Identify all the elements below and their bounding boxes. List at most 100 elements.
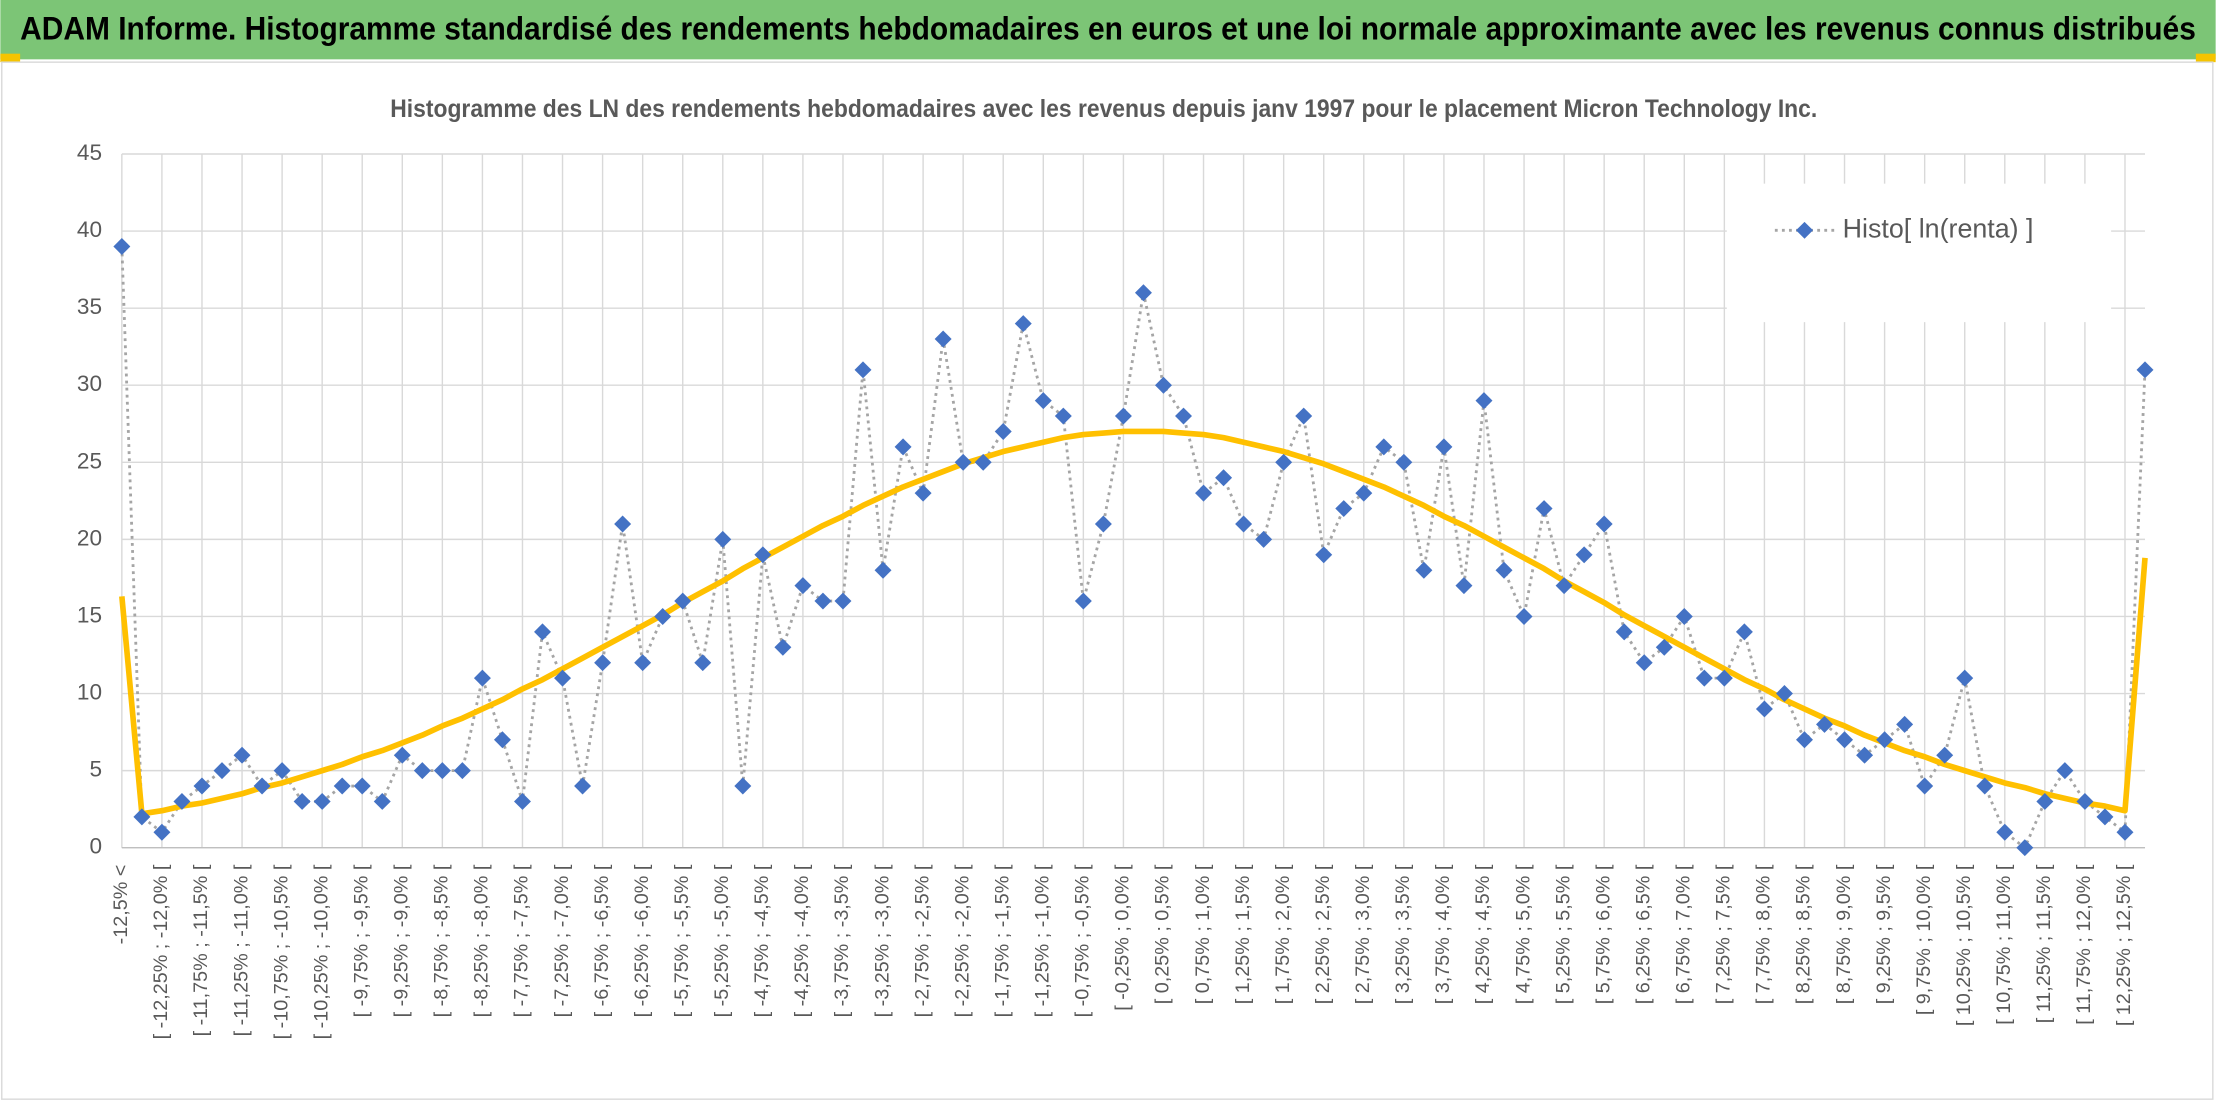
x-tick-label: [ 5,25% ; 5,5% [ xyxy=(1552,864,1574,1004)
data-point xyxy=(954,453,972,471)
x-tick-label: [ -3,25% ; -3,0% [ xyxy=(871,864,893,1017)
data-point xyxy=(1535,500,1553,518)
data-point xyxy=(694,654,712,672)
data-point xyxy=(1796,731,1813,749)
y-tick-label: 15 xyxy=(77,602,102,627)
x-tick-label: [ 2,75% ; 3,0% [ xyxy=(1352,864,1374,1004)
data-point xyxy=(1455,577,1473,595)
x-tick-label: [ -3,75% ; -3,5% [ xyxy=(831,864,853,1017)
data-point xyxy=(1335,500,1353,518)
data-point xyxy=(1555,577,1573,595)
data-point xyxy=(253,777,271,795)
data-point xyxy=(1375,438,1393,456)
x-tick-label: [ 12,25% ; 12,5% [ xyxy=(2113,864,2135,1026)
y-tick-label: 5 xyxy=(89,757,102,782)
data-point xyxy=(2116,823,2134,841)
x-tick-label: [ 0,25% ; 0,5% [ xyxy=(1152,864,1174,1004)
title-accent xyxy=(2195,53,2216,63)
x-tick-label: [ 2,25% ; 2,5% [ xyxy=(1312,864,1334,1004)
x-tick-label: [ -4,75% ; -4,5% [ xyxy=(751,864,773,1017)
legend: Histo[ ln(renta) ] xyxy=(1726,183,2112,323)
data-point xyxy=(1996,823,2014,841)
data-point xyxy=(353,777,371,795)
x-tick-label: [ -11,25% ; -11,0% [ xyxy=(230,864,252,1036)
data-point xyxy=(233,746,251,764)
x-tick-label: [ 1,75% ; 2,0% [ xyxy=(1272,864,1294,1004)
x-tick-label: [ -9,75% ; -9,5% [ xyxy=(350,864,372,1017)
data-point xyxy=(674,592,692,610)
y-tick-label: 45 xyxy=(77,140,102,165)
data-point xyxy=(1175,407,1192,425)
data-point xyxy=(1695,669,1713,687)
x-tick-label: [ 11,25% ; 11,5% [ xyxy=(2033,864,2055,1023)
data-point xyxy=(1635,654,1653,672)
data-point xyxy=(1295,407,1313,425)
y-tick-label: 25 xyxy=(77,448,102,473)
data-point xyxy=(1134,284,1152,302)
x-tick-label: [ 4,75% ; 5,0% [ xyxy=(1512,864,1534,1004)
y-tick-label: 30 xyxy=(77,371,102,396)
data-point xyxy=(534,623,551,641)
data-point xyxy=(213,762,231,780)
data-point xyxy=(2096,808,2114,826)
data-point xyxy=(373,792,391,810)
data-point xyxy=(2056,762,2074,780)
data-point xyxy=(2036,792,2054,810)
data-point xyxy=(413,762,431,780)
data-point xyxy=(113,238,131,255)
data-point xyxy=(874,561,892,579)
data-point xyxy=(974,453,992,471)
x-tick-label: [ 6,75% ; 7,0% [ xyxy=(1673,864,1695,1004)
data-point xyxy=(1355,484,1373,502)
data-point xyxy=(894,438,912,456)
data-point xyxy=(473,669,491,687)
x-tick-label: [ 8,75% ; 9,0% [ xyxy=(1833,864,1855,1004)
data-point xyxy=(574,777,592,795)
y-tick-label: 10 xyxy=(77,680,102,705)
data-point xyxy=(1735,623,1753,641)
data-point xyxy=(2136,361,2154,379)
x-tick-label: [ -10,75% ; -10,5% [ xyxy=(270,864,292,1039)
data-point xyxy=(1816,715,1833,733)
data-point xyxy=(333,777,351,795)
data-point xyxy=(173,792,191,810)
legend-marker xyxy=(1796,221,1813,239)
x-tick-label: [ -5,75% ; -5,5% [ xyxy=(671,864,693,1017)
data-point xyxy=(453,762,471,780)
data-point xyxy=(193,777,211,795)
title-bar xyxy=(0,0,2216,60)
data-point xyxy=(313,792,331,810)
x-tick-label: [ -6,75% ; -6,5% [ xyxy=(591,864,613,1017)
x-tick-label: -12,5% < xyxy=(110,865,132,945)
data-point xyxy=(1034,392,1052,410)
y-tick-label: 40 xyxy=(77,217,102,242)
x-tick-label: [ -1,25% ; -1,0% [ xyxy=(1032,864,1054,1017)
series-marks xyxy=(113,238,2154,857)
title-accent xyxy=(0,53,21,63)
data-point xyxy=(914,484,932,502)
data-point xyxy=(393,746,411,764)
x-tick-label: [ -12,25% ; -12,0% [ xyxy=(150,864,172,1039)
data-point xyxy=(1956,669,1974,687)
x-tick-label: [ -7,75% ; -7,5% [ xyxy=(511,864,533,1017)
x-tick-label: [ 7,75% ; 8,0% [ xyxy=(1753,864,1775,1004)
x-tick-label: [ -10,25% ; -10,0% [ xyxy=(310,864,332,1039)
x-tick-label: [ 9,75% ; 10,0% [ xyxy=(1913,864,1935,1015)
legend-label: Histo[ ln(renta) ] xyxy=(1843,213,2034,243)
data-point xyxy=(1515,607,1533,625)
x-tick-label: [ -8,25% ; -8,0% [ xyxy=(471,864,493,1017)
data-point xyxy=(594,654,612,672)
x-tick-label: [ 10,75% ; 11,0% [ xyxy=(1993,864,2015,1025)
x-tick-label: [ -4,25% ; -4,0% [ xyxy=(791,864,813,1017)
x-tick-label: [ 4,25% ; 4,5% [ xyxy=(1472,864,1494,1004)
data-point xyxy=(1936,746,1954,764)
data-point xyxy=(1114,407,1132,425)
data-point xyxy=(1916,777,1934,795)
data-point xyxy=(1014,315,1032,333)
data-point xyxy=(1836,731,1854,749)
data-point xyxy=(714,530,732,548)
x-tick-label: [ -8,75% ; -8,5% [ xyxy=(431,864,453,1017)
x-tick-label: [ 11,75% ; 12,0% [ xyxy=(2073,864,2095,1025)
